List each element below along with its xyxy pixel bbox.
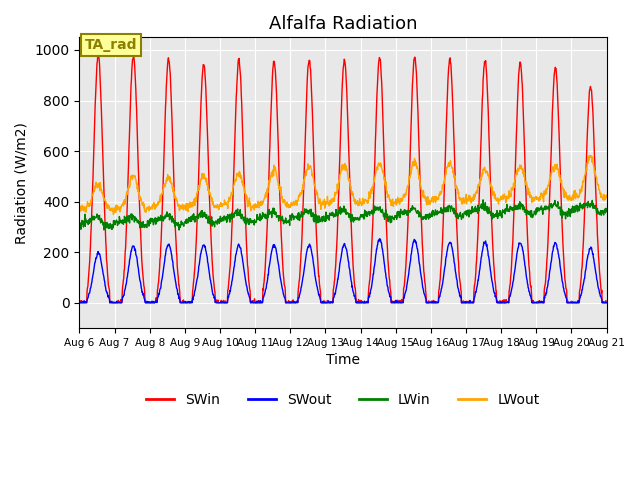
SWout xyxy=(541,295,548,301)
SWin xyxy=(603,299,611,305)
SWout xyxy=(494,299,502,305)
LWout xyxy=(603,192,611,198)
LWin xyxy=(175,227,183,233)
SWin xyxy=(76,299,83,305)
LWin xyxy=(252,220,260,226)
LWout xyxy=(109,212,117,217)
LWin xyxy=(425,215,433,221)
SWout xyxy=(76,300,83,305)
LWout xyxy=(540,188,548,194)
LWout xyxy=(425,200,433,205)
LWout xyxy=(252,204,260,210)
SWout xyxy=(77,300,84,306)
SWout xyxy=(252,300,260,306)
SWout xyxy=(376,236,383,241)
SWout xyxy=(180,300,188,306)
SWin xyxy=(94,53,102,59)
LWin xyxy=(76,226,83,232)
LWout xyxy=(193,191,201,196)
Legend: SWin, SWout, LWin, LWout: SWin, SWout, LWin, LWout xyxy=(141,387,545,412)
Line: SWin: SWin xyxy=(79,56,607,303)
LWout xyxy=(587,153,595,158)
Title: Alfalfa Radiation: Alfalfa Radiation xyxy=(269,15,417,33)
SWin xyxy=(76,300,84,306)
LWin xyxy=(479,197,487,203)
Line: LWin: LWin xyxy=(79,200,607,230)
SWout xyxy=(603,300,611,306)
Text: TA_rad: TA_rad xyxy=(84,38,137,52)
LWin xyxy=(180,220,188,226)
LWin xyxy=(494,210,502,216)
SWin xyxy=(253,300,260,305)
LWout xyxy=(494,195,502,201)
SWout xyxy=(426,300,433,306)
X-axis label: Time: Time xyxy=(326,353,360,367)
SWin xyxy=(180,299,188,305)
LWin xyxy=(541,206,548,212)
LWin xyxy=(603,208,611,214)
LWout xyxy=(76,206,83,212)
SWin xyxy=(541,284,548,290)
LWout xyxy=(180,205,188,211)
Line: LWout: LWout xyxy=(79,156,607,215)
SWout xyxy=(193,277,201,283)
SWin xyxy=(426,299,433,304)
Y-axis label: Radiation (W/m2): Radiation (W/m2) xyxy=(15,122,29,244)
Line: SWout: SWout xyxy=(79,239,607,303)
SWin xyxy=(193,211,201,217)
LWin xyxy=(193,214,201,219)
SWin xyxy=(494,300,502,305)
